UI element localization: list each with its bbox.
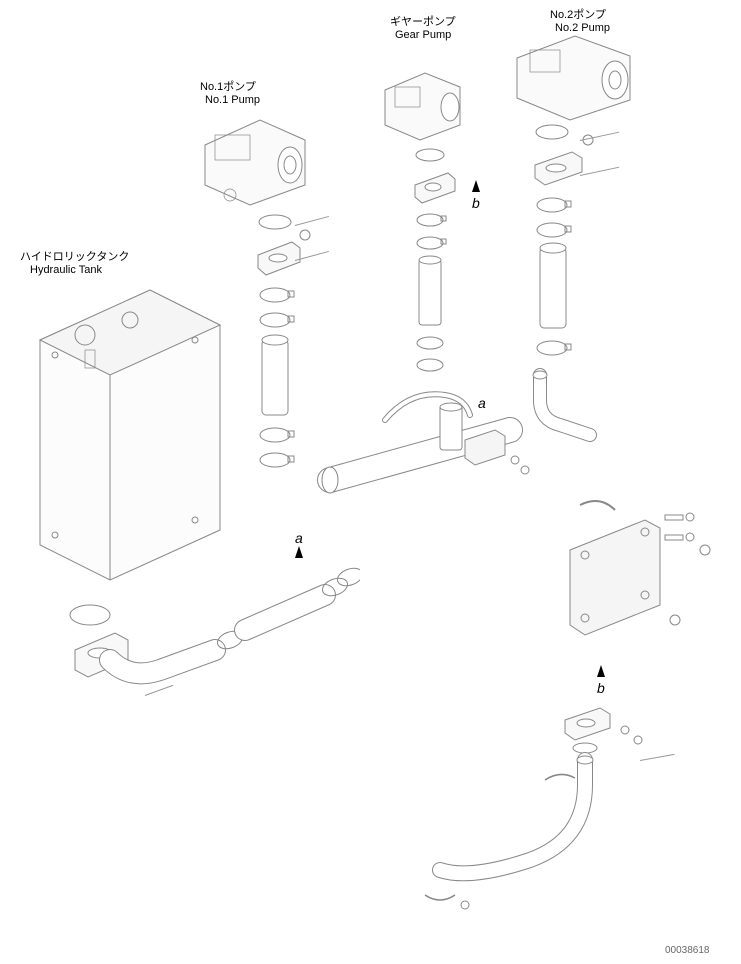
suction-tube <box>60 555 360 755</box>
part-id: 00038618 <box>665 945 710 956</box>
gear-pump-shape <box>375 65 470 145</box>
letter-b2: b <box>597 680 605 696</box>
bracket-assembly <box>550 490 720 670</box>
pump2-shape <box>505 28 640 123</box>
parts-column-1 <box>240 210 320 550</box>
hydraulic-tank-label-en: Hydraulic Tank <box>30 263 102 277</box>
gear-pump-label-en: Gear Pump <box>395 28 451 42</box>
lower-hose <box>400 700 670 930</box>
hydraulic-tank-shape <box>30 280 230 590</box>
no1-pump-label-en: No.1 Pump <box>205 93 260 107</box>
small-hose <box>370 380 480 440</box>
pump1-shape <box>190 110 315 210</box>
